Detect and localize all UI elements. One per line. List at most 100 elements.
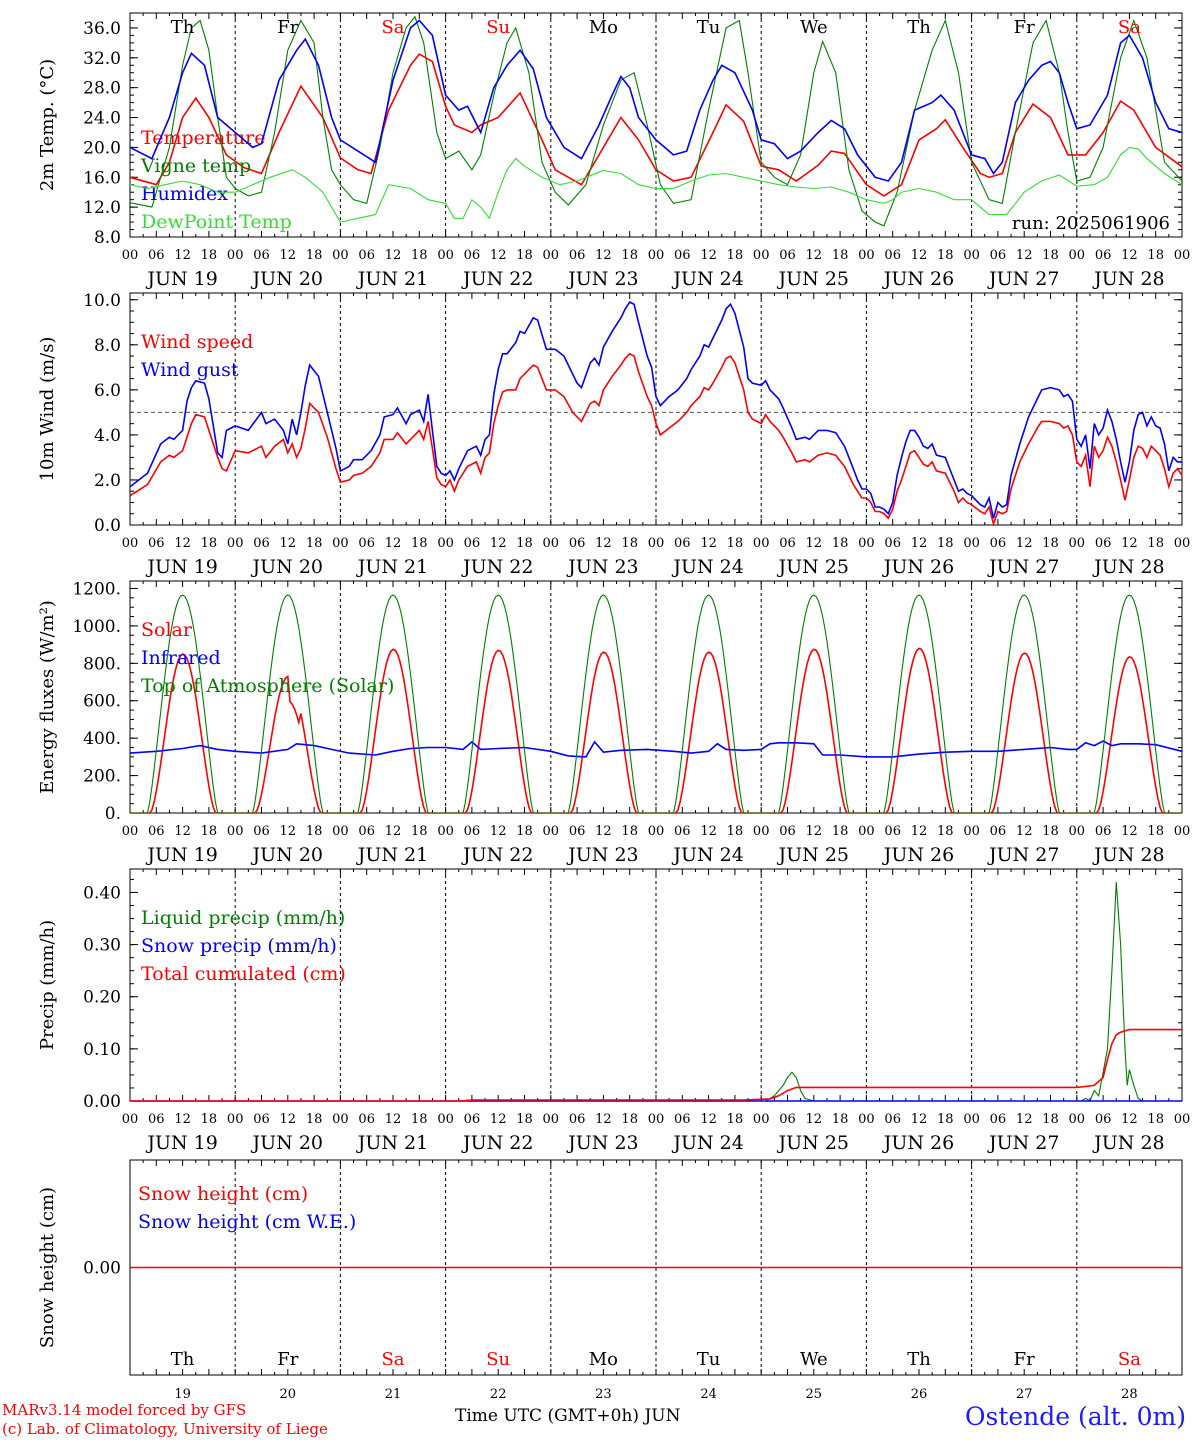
date-label: JUN 20 (251, 268, 323, 290)
hour-tick-label: 06 (1095, 536, 1112, 551)
hour-tick-label: 12 (385, 1112, 402, 1127)
hour-tick-label: 06 (779, 824, 796, 839)
hour-tick-label: 00 (437, 824, 454, 839)
panel-3: 0. 200. 400. 600. 800. 1000. 1200. Energy fluxe… (37, 579, 1190, 866)
hour-tick-label: 12 (700, 248, 717, 263)
y-tick-label: 20.0 (83, 138, 121, 158)
date-label: JUN 19 (145, 556, 217, 578)
date-label: JUN 25 (777, 556, 849, 578)
hour-tick-label: 06 (569, 824, 586, 839)
hour-tick-label: 00 (227, 1112, 244, 1127)
y-axis-label: Precip (mm/h) (37, 920, 58, 1050)
legend-snow-height-cm-: Snow height (cm) (138, 1183, 308, 1205)
y-tick-label: 0.30 (83, 936, 121, 956)
date-label: JUN 24 (671, 1132, 743, 1154)
hour-tick-label: 00 (858, 824, 875, 839)
hour-tick-label: 00 (1174, 536, 1191, 551)
hour-tick-label: 06 (358, 248, 375, 263)
hour-tick-label: 00 (1174, 248, 1191, 263)
day-name-label: Mo (589, 1349, 618, 1370)
series-line-dewpoint-temp (129, 146, 1183, 223)
series-line-top-of-atmosphere-solar- (130, 594, 1182, 814)
y-tick-label: 2.0 (94, 471, 121, 491)
hour-tick-label: 06 (148, 824, 165, 839)
hour-tick-label: 18 (306, 248, 323, 263)
hour-tick-label: 06 (1095, 248, 1112, 263)
hour-tick-label: 06 (148, 248, 165, 263)
hour-tick-label: 12 (700, 1112, 717, 1127)
day-number-label: 26 (911, 1387, 928, 1402)
hour-tick-label: 18 (411, 536, 428, 551)
hour-tick-label: 00 (227, 824, 244, 839)
date-label: JUN 26 (882, 844, 954, 866)
date-label: JUN 26 (882, 268, 954, 290)
panel-4: 0.00 0.10 0.20 0.30 0.40 Precip (mm/h) Liquid … (37, 868, 1190, 1154)
date-label: JUN 22 (461, 268, 533, 290)
hour-tick-label: 00 (332, 248, 349, 263)
hour-tick-label: 06 (779, 248, 796, 263)
day-name-label: Fr (277, 1349, 298, 1370)
hour-tick-label: 18 (937, 824, 954, 839)
hour-tick-label: 00 (648, 536, 665, 551)
hour-tick-label: 00 (332, 536, 349, 551)
hour-tick-label: 12 (1121, 536, 1138, 551)
y-tick-label: 32.0 (83, 49, 121, 69)
hour-tick-label: 00 (1174, 824, 1191, 839)
hour-tick-label: 00 (543, 536, 560, 551)
hour-tick-label: 18 (937, 1112, 954, 1127)
panel-5: 0.00 Snow height (cm) Snow height (cm) Snow… (37, 1159, 1183, 1402)
date-label: JUN 27 (987, 1132, 1059, 1154)
hour-tick-label: 12 (490, 1112, 507, 1127)
legend-total-cumulated-cm-: Total cumulated (cm) (141, 963, 346, 985)
y-tick-label: 1000. (72, 617, 121, 637)
hour-tick-label: 12 (700, 536, 717, 551)
day-name-label: Th (907, 1349, 931, 1370)
legend-wind-speed: Wind speed (141, 331, 253, 353)
y-tick-label: 0.40 (83, 883, 121, 903)
date-label: JUN 23 (566, 1132, 638, 1154)
y-tick-label: 0. (105, 804, 121, 824)
hour-tick-label: 18 (621, 824, 638, 839)
hour-tick-label: 12 (1016, 1112, 1033, 1127)
day-name-label: Fr (1014, 1349, 1035, 1370)
hour-tick-label: 12 (1016, 248, 1033, 263)
date-label: JUN 25 (777, 844, 849, 866)
date-label: JUN 26 (882, 1132, 954, 1154)
hour-tick-label: 12 (174, 248, 191, 263)
date-label: JUN 28 (1092, 556, 1164, 578)
hour-tick-label: 12 (490, 248, 507, 263)
legend-temperature: Temperature (141, 127, 265, 149)
hour-tick-label: 06 (253, 824, 270, 839)
hour-tick-label: 06 (990, 536, 1007, 551)
hour-tick-label: 06 (569, 1112, 586, 1127)
hour-tick-label: 06 (464, 536, 481, 551)
time-axis-label: Time UTC (GMT+0h) JUN (455, 1406, 681, 1426)
hour-tick-label: 12 (700, 824, 717, 839)
hour-tick-label: 18 (832, 1112, 849, 1127)
day-number-label: 27 (1016, 1387, 1033, 1402)
date-label: JUN 27 (987, 556, 1059, 578)
date-label: JUN 26 (882, 556, 954, 578)
hour-tick-label: 06 (464, 248, 481, 263)
hour-tick-label: 00 (1069, 248, 1086, 263)
hour-tick-label: 00 (858, 248, 875, 263)
hour-tick-label: 06 (674, 824, 691, 839)
day-number-label: 21 (385, 1387, 402, 1402)
hour-tick-label: 12 (280, 536, 297, 551)
legend-wind-gust: Wind gust (141, 359, 239, 381)
hour-tick-label: 12 (806, 536, 823, 551)
hour-tick-label: 06 (253, 536, 270, 551)
hour-tick-label: 18 (1042, 536, 1059, 551)
date-label: JUN 20 (251, 1132, 323, 1154)
legend-snow-height-cm-w-e-: Snow height (cm W.E.) (138, 1211, 356, 1233)
hour-tick-label: 12 (595, 536, 612, 551)
hour-tick-label: 12 (280, 824, 297, 839)
hour-tick-label: 18 (516, 536, 533, 551)
legend-humidex: Humidex (141, 183, 228, 205)
hour-tick-label: 06 (779, 536, 796, 551)
date-label: JUN 22 (461, 556, 533, 578)
hour-tick-label: 18 (1147, 824, 1164, 839)
date-label: JUN 23 (566, 268, 638, 290)
hour-tick-label: 12 (174, 824, 191, 839)
legend-snow-precip-mm-h-: Snow precip (mm/h) (141, 935, 337, 957)
